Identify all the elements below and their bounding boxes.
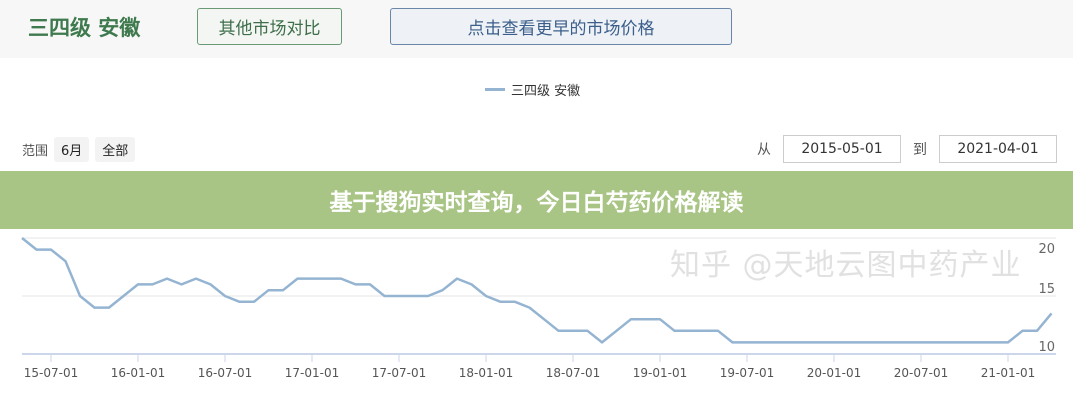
range-label: 范围 xyxy=(22,144,49,159)
x-tick-label: 21-01-01 xyxy=(981,366,1035,380)
market-title: 三四级 安徽 xyxy=(28,16,141,40)
x-tick-label: 19-01-01 xyxy=(633,366,687,380)
legend-label: 三四级 安徽 xyxy=(511,84,581,99)
x-tick-label: 16-07-01 xyxy=(198,366,252,380)
x-tick-label: 15-07-01 xyxy=(24,366,78,380)
range-6m-button[interactable]: 6月 xyxy=(54,137,90,162)
legend-swatch xyxy=(485,88,505,91)
compare-markets-button[interactable]: 其他市场对比 xyxy=(197,8,342,45)
headline-banner: 基于搜狗实时查询，今日白芍药价格解读 xyxy=(0,171,1073,229)
view-earlier-prices-button[interactable]: 点击查看更早的市场价格 xyxy=(390,8,732,45)
y-tick-label: 15 xyxy=(1038,282,1055,297)
x-tick-label: 17-07-01 xyxy=(372,366,426,380)
date-range: 从 2015-05-01 到 2021-04-01 xyxy=(757,135,1057,163)
range-selector: 范围 6月 全部 xyxy=(22,137,136,162)
y-tick-label: 10 xyxy=(1038,340,1055,355)
x-tick-label: 20-01-01 xyxy=(807,366,861,380)
x-tick-label: 17-01-01 xyxy=(285,366,339,380)
x-tick-label: 20-07-01 xyxy=(894,366,948,380)
x-tick-label: 18-07-01 xyxy=(546,366,600,380)
x-tick-label: 16-01-01 xyxy=(111,366,165,380)
to-label: 到 xyxy=(913,142,927,158)
range-all-button[interactable]: 全部 xyxy=(95,137,136,162)
top-bar: 三四级 安徽 其他市场对比 点击查看更早的市场价格 xyxy=(0,0,1073,58)
series-line xyxy=(21,237,1053,344)
chart-legend[interactable]: 三四级 安徽 xyxy=(485,80,580,99)
x-tick-label: 18-01-01 xyxy=(459,366,513,380)
from-date-input[interactable]: 2015-05-01 xyxy=(783,135,901,163)
from-label: 从 xyxy=(757,142,771,158)
to-date-input[interactable]: 2021-04-01 xyxy=(939,135,1057,163)
y-tick-label: 20 xyxy=(1038,242,1055,257)
x-tick-label: 19-07-01 xyxy=(720,366,774,380)
watermark: 知乎 @天地云图中药产业 xyxy=(670,248,1022,283)
